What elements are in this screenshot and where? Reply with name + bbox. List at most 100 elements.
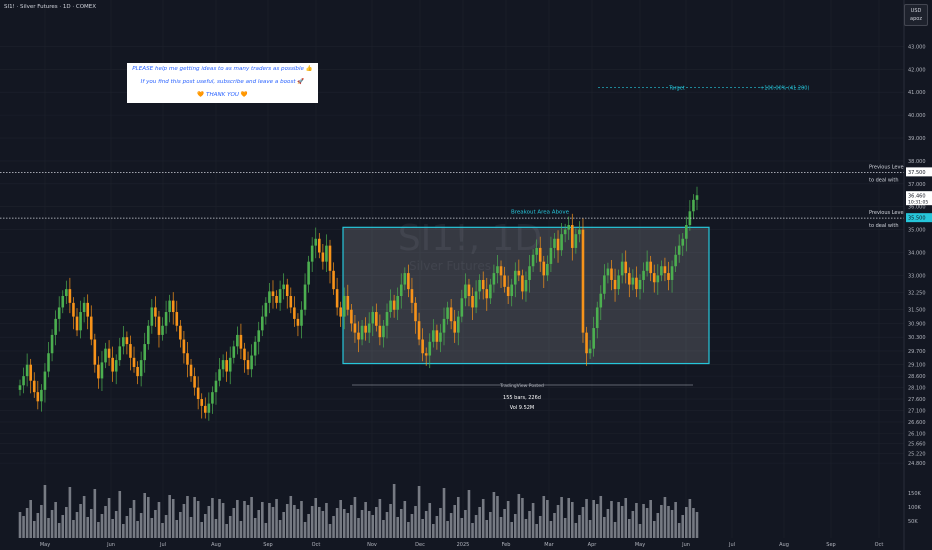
volume-bar — [22, 516, 25, 538]
volume-bar — [271, 507, 275, 538]
volume-bar — [677, 523, 681, 538]
candle-body — [79, 312, 82, 331]
measure-vol: Vol 9.52M — [510, 405, 535, 411]
candle-body — [631, 277, 635, 285]
candle-body — [410, 289, 414, 303]
volume-bar — [478, 507, 481, 538]
promo-note[interactable]: PLEASE help me getting ideas to as many … — [127, 63, 318, 103]
candle-body — [546, 263, 549, 276]
candle-body — [353, 323, 357, 333]
candle-body — [89, 316, 93, 340]
volume-bar — [118, 491, 122, 538]
candle-body — [175, 312, 179, 326]
volume-bar — [318, 507, 321, 538]
volume-bar — [232, 508, 236, 538]
volume-bar — [275, 499, 278, 538]
target-value-label: +100.00% (41.200) — [760, 86, 809, 92]
time-tick-label: Jun — [106, 542, 115, 548]
volume-bar — [353, 497, 357, 538]
breakout-box[interactable]: Breakout Area Above — [342, 209, 710, 365]
candle-body — [620, 261, 624, 276]
volume-bar — [236, 500, 239, 538]
price-tick-label: 29.700 — [908, 349, 926, 355]
volume-bar — [620, 506, 624, 538]
price-tick-label: 40.000 — [908, 113, 926, 119]
volume-bar — [553, 513, 556, 538]
candle-body — [456, 316, 460, 333]
candle-body — [114, 360, 118, 372]
volume-bar — [175, 520, 179, 538]
candle-body — [613, 279, 617, 290]
volume-bar — [570, 502, 574, 538]
candle-body — [556, 238, 560, 251]
candle-body — [453, 321, 457, 333]
price-tick-label: 27.100 — [908, 408, 926, 414]
currency-button[interactable]: USD apoz — [904, 4, 928, 26]
volume-bar — [307, 514, 310, 538]
price-tick-label: 28.600 — [908, 374, 926, 380]
volume-bar — [371, 515, 375, 538]
symbol-header[interactable]: SI1! · Silver Futures · 1D · COMEX — [4, 4, 97, 10]
volume-bar — [556, 505, 560, 538]
candle-body — [581, 229, 585, 333]
price-label: 36.460 — [908, 194, 926, 200]
candle-body — [211, 392, 214, 404]
price-tick-label: 35.000 — [908, 228, 926, 234]
volume-bar — [132, 500, 136, 538]
candle-body — [100, 362, 104, 379]
volume-bar — [439, 508, 442, 538]
volume-bar — [578, 515, 581, 538]
volume-bar — [157, 502, 161, 538]
candle-body — [624, 261, 628, 274]
volume-bar — [670, 510, 674, 538]
volume-bar — [75, 512, 79, 538]
volume-bar — [171, 499, 175, 538]
candle-body — [132, 357, 136, 367]
volume-bar — [581, 507, 585, 538]
volume-bar — [218, 499, 221, 538]
volume-bar — [364, 502, 367, 538]
volume-bar — [378, 499, 382, 538]
candle-body — [246, 360, 250, 370]
volume-bar — [278, 520, 282, 538]
measure-bars: 155 bars, 226d — [503, 395, 541, 401]
time-tick-label: Aug — [779, 542, 789, 548]
candle-body — [82, 302, 86, 313]
candle-body — [685, 225, 688, 239]
time-axis[interactable]: May Jun Jul Aug Sep Oct Nov Dec 2025 Feb Mar Apr May… — [40, 542, 884, 548]
candle-body — [553, 238, 556, 248]
candle-body — [339, 307, 342, 317]
candle-body — [660, 266, 663, 276]
target-label: Target — [668, 86, 685, 92]
candle-body — [474, 291, 478, 308]
volume-bar — [122, 524, 125, 538]
candle-body — [524, 279, 528, 292]
volume-bar — [25, 508, 29, 538]
candle-body — [50, 334, 54, 354]
volume-bar — [182, 504, 186, 538]
volume-bar — [542, 496, 546, 538]
volume-bar — [82, 496, 86, 538]
volume-bar — [154, 510, 157, 538]
volume-bar — [257, 510, 261, 538]
candle-body — [182, 339, 186, 354]
candle-body — [421, 339, 424, 354]
volume-bar — [403, 501, 407, 538]
candle-body — [164, 312, 168, 326]
candle-body — [499, 266, 503, 276]
volume-bar — [442, 488, 446, 538]
volume-bar — [264, 523, 268, 538]
candle-body — [656, 275, 660, 283]
level-lines: Previous Level to deal with Previous Level… — [0, 86, 905, 411]
candle-body — [531, 254, 535, 267]
candle-body — [157, 316, 161, 335]
price-label-bg — [906, 213, 932, 223]
price-axis[interactable]: 43.000 42.000 41.000 40.000 39.000 38.000 37.0… — [903, 0, 932, 550]
volume-bar — [339, 500, 342, 538]
candle-body — [364, 325, 367, 333]
candle-body — [154, 307, 157, 317]
candle-body — [264, 302, 268, 317]
volume-bar — [603, 517, 606, 538]
volume-bar — [114, 511, 118, 538]
